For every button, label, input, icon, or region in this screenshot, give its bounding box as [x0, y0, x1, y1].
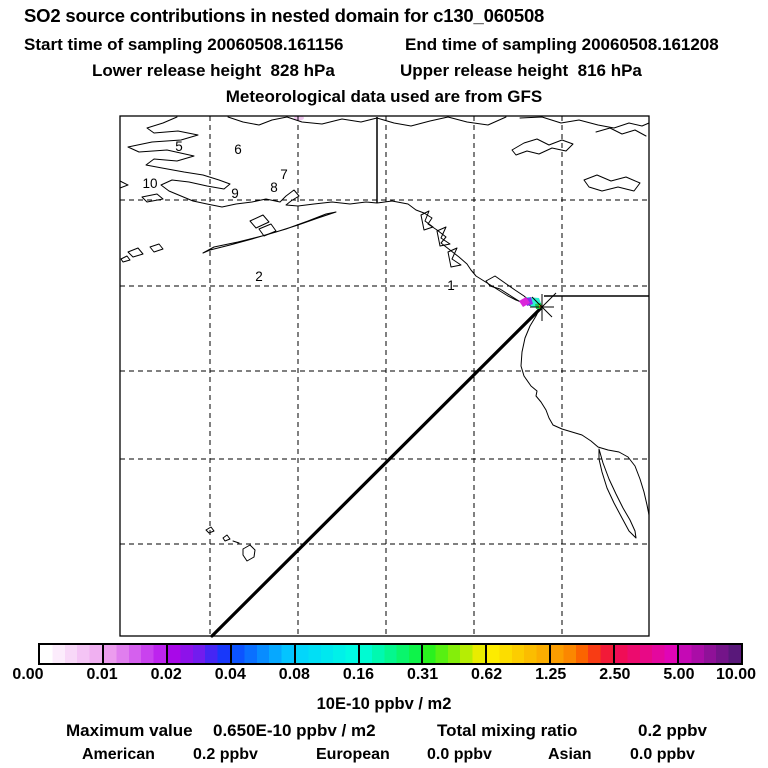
colorbar-segment: [40, 645, 104, 663]
colorbar-tick-label: 0.31: [406, 666, 439, 683]
grid-lines: [120, 116, 649, 636]
trajectory-line: [210, 306, 543, 638]
page-title: SO2 source contributions in nested domai…: [24, 5, 545, 26]
colorbar-tick-label: 2.50: [599, 666, 631, 683]
receptor-marker-icon: [529, 292, 557, 321]
colorbar-segment: [615, 645, 680, 663]
cluster-number-label: 1: [447, 278, 455, 293]
cluster-number-label: 5: [175, 139, 183, 154]
colorbar-tick-label: 0.08: [278, 666, 310, 683]
region-european-label: European: [316, 746, 390, 763]
max-value-number: 0.650E-10 ppbv / m2: [213, 721, 376, 740]
cluster-labels: 5 6 10 9 87 2 1: [142, 139, 454, 293]
colorbar-tick-label: 0.00: [12, 666, 44, 683]
cluster-number-label: 9: [231, 186, 239, 201]
region-american-value: 0.2 ppbv: [193, 746, 258, 763]
colorbar-tick-label: 1.25: [535, 666, 567, 683]
colorbar-segment: [231, 645, 296, 663]
colorbar-segment: [167, 645, 232, 663]
colorbar-segment: [487, 645, 552, 663]
cluster-number-label: 10: [142, 176, 157, 191]
region-asian-label: Asian: [548, 746, 592, 763]
region-european-value: 0.0 ppbv: [427, 746, 492, 763]
colorbar-tick-label: 0.16: [342, 666, 375, 683]
colorbar-tick-label: 0.62: [471, 666, 503, 683]
colorbar-tick-label: 5.00: [663, 666, 695, 683]
cluster-number-label: 6: [234, 142, 242, 157]
coastline: [119, 116, 650, 562]
colorbar-unit-label: 10E-10 ppbv / m2: [316, 695, 452, 713]
start-time-label: Start time of sampling 20060508.161156: [24, 35, 344, 54]
upper-release-label: Upper release height 816 hPa: [400, 61, 642, 80]
colorbar-segment: [551, 645, 616, 663]
colorbar-segment: [679, 645, 741, 663]
colorbar: [38, 643, 743, 665]
colorbar-tick-label: 0.04: [214, 666, 246, 683]
colorbar-tick-label: 0.02: [150, 666, 182, 683]
faint-plume-cell: [294, 115, 304, 121]
total-mixing-ratio-label: Total mixing ratio: [437, 721, 578, 740]
total-mixing-ratio-value: 0.2 ppbv: [638, 721, 707, 740]
colorbar-tick-label: 0.01: [86, 666, 118, 683]
lower-release-label: Lower release height 828 hPa: [92, 61, 335, 80]
colorbar-segment: [359, 645, 424, 663]
region-american-label: American: [82, 746, 155, 763]
cluster-number-label: 7: [280, 167, 288, 182]
region-asian-value: 0.0 ppbv: [630, 746, 695, 763]
map-frame: [119, 115, 650, 637]
max-value-label: Maximum value: [66, 721, 193, 740]
colorbar-segment: [295, 645, 360, 663]
colorbar-segment: [103, 645, 168, 663]
colorbar-tick-label: 10.00: [715, 666, 757, 683]
cluster-number-label: 2: [255, 269, 263, 284]
colorbar-segment: [423, 645, 488, 663]
end-time-label: End time of sampling 20060508.161208: [405, 35, 719, 54]
met-data-label: Meteorological data used are from GFS: [225, 87, 543, 106]
cluster-number-label: 8: [270, 180, 278, 195]
